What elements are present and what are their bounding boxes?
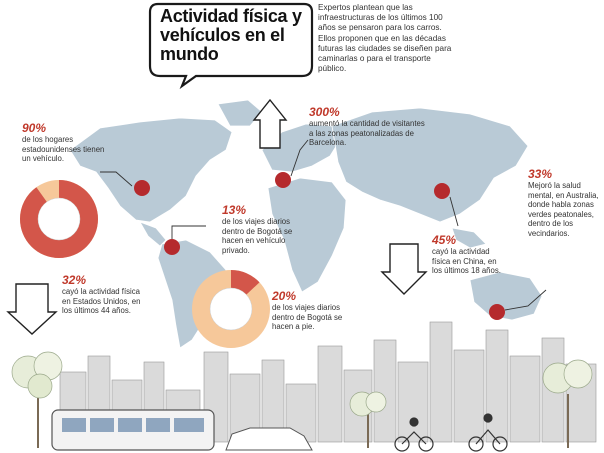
- map-markers: [134, 172, 505, 320]
- trees: [11, 351, 593, 448]
- map-north-america: [69, 117, 233, 223]
- stat-value: 13%: [222, 203, 247, 217]
- stat-text: de los hogares estadounidenses tienen un…: [22, 135, 105, 164]
- map-asia: [331, 107, 529, 223]
- map-central-america: [139, 221, 167, 247]
- arrow-up: [252, 98, 288, 149]
- car: [225, 427, 313, 451]
- bus: [51, 409, 215, 451]
- arrow-down-us: [6, 283, 58, 335]
- map-africa: [267, 177, 347, 293]
- marker-usa: [134, 180, 150, 196]
- stat-value: 20%: [272, 289, 297, 303]
- stat-value: 32%: [62, 273, 87, 287]
- title-bubble: [148, 2, 314, 90]
- map-southeast-asia: [451, 227, 487, 249]
- stat-bogota-car: 13% de los viajes diarios dentro de Bogo…: [222, 204, 294, 255]
- map-australia: [469, 271, 543, 321]
- stat-barcelona: 300% aumentó la cantidad de visitantes a…: [309, 106, 429, 148]
- donut-us-slice: [20, 180, 98, 258]
- intro-text: Expertos plantean que las infraestructur…: [318, 3, 452, 74]
- stat-china: 45% cayó la actividad física en China, e…: [432, 234, 502, 276]
- stat-value: 300%: [309, 105, 340, 119]
- cyclists: [394, 413, 508, 452]
- donut-us-households: [20, 180, 98, 258]
- world-map: [69, 99, 543, 349]
- stat-us-cars: 90% de los hogares estadounidenses tiene…: [22, 122, 112, 164]
- donut-bogota-trips: [192, 270, 270, 348]
- map-south-america: [157, 239, 227, 349]
- map-greenland: [217, 99, 263, 127]
- marker-barcelona: [275, 172, 291, 188]
- marker-australia: [489, 304, 505, 320]
- leader-lines: [100, 139, 547, 311]
- marker-china: [434, 183, 450, 199]
- stat-text: cayó la actividad física en China, en lo…: [432, 247, 501, 276]
- trend-arrows: [6, 98, 428, 335]
- stat-bogota-walk: 20% de los viajes diarios dentro de Bogo…: [272, 290, 344, 332]
- donut-bogota-slice: [192, 270, 270, 348]
- map-europe: [261, 123, 341, 173]
- stat-text: de los viajes diarios dentro de Bogotá s…: [272, 303, 343, 332]
- stat-text: cayó la actividad física en Estados Unid…: [62, 287, 141, 316]
- marker-colombia: [164, 239, 180, 255]
- stat-value: 90%: [22, 121, 47, 135]
- stat-text: aumentó la cantidad de visitantes a las …: [309, 119, 425, 148]
- stat-value: 33%: [528, 167, 553, 181]
- stat-text: de los viajes diarios dentro de Bogotá s…: [222, 217, 293, 255]
- page-title: Actividad física y vehículos en el mundo: [160, 6, 302, 64]
- stat-us-activity: 32% cayó la actividad física en Estados …: [62, 274, 146, 316]
- stat-text: Mejoró la salud mental, en Australia, do…: [528, 181, 599, 238]
- stat-australia: 33% Mejoró la salud mental, en Australia…: [528, 168, 600, 239]
- arrow-down-china: [380, 243, 428, 295]
- stat-value: 45%: [432, 233, 457, 247]
